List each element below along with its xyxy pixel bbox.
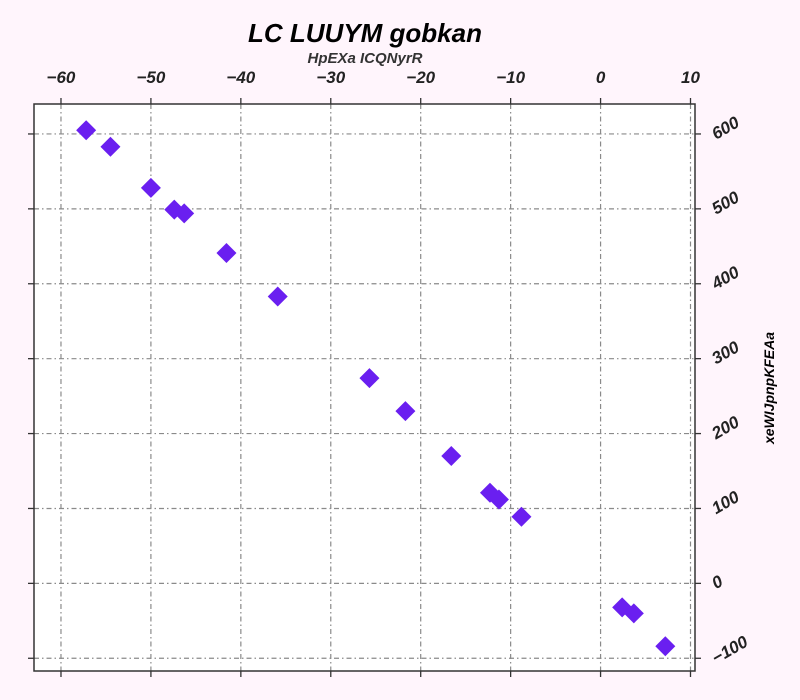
data-point-diamond <box>359 368 380 389</box>
data-points <box>76 120 676 657</box>
data-point-diamond <box>655 636 676 657</box>
plot-frame <box>33 103 696 672</box>
x-tick-label: −40 <box>226 68 255 87</box>
data-point-diamond <box>267 286 288 307</box>
data-point-diamond <box>174 203 195 224</box>
data-point-diamond <box>441 446 462 467</box>
data-point-diamond <box>488 489 509 510</box>
x-tick-label: −10 <box>496 68 525 87</box>
data-point-diamond <box>216 243 237 264</box>
data-point-diamond <box>100 136 121 157</box>
data-point-diamond <box>76 120 97 141</box>
data-point-diamond <box>511 506 532 527</box>
data-point-diamond <box>140 177 161 198</box>
x-tick-label: 10 <box>681 68 700 87</box>
axis-ticks <box>28 98 701 677</box>
plot-area <box>34 104 695 671</box>
x-axis-label: HpEXa ICQNyrR <box>307 50 422 67</box>
x-tick-label: −30 <box>316 68 345 87</box>
x-tick-labels: −60 −50 −40 −30 −20 −10 0 10 <box>47 68 701 87</box>
data-point-diamond <box>395 401 416 422</box>
chart-title: LC LUUYM gobkan <box>248 18 482 48</box>
x-tick-label: −50 <box>136 68 165 87</box>
x-tick-label: 0 <box>596 68 606 87</box>
x-tick-label: −20 <box>406 68 435 87</box>
x-tick-label: −60 <box>47 68 76 87</box>
y-axis-label: xeWIJpnpKFEAa <box>761 332 777 445</box>
data-point-diamond <box>623 603 644 624</box>
grid <box>34 104 695 671</box>
